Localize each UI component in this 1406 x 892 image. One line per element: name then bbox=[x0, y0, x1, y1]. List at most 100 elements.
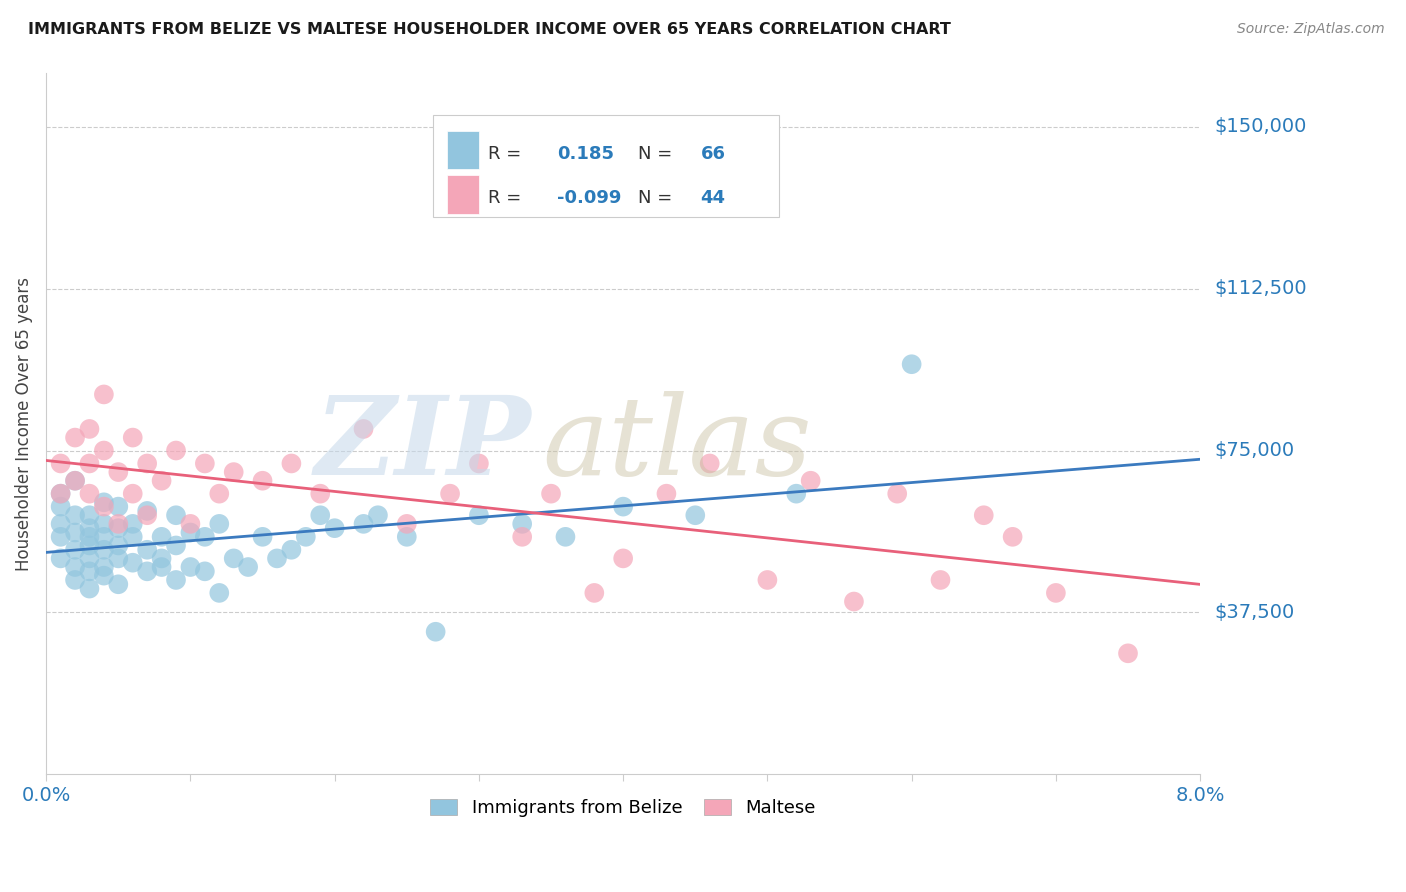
Point bbox=[150, 551, 173, 566]
Point bbox=[93, 568, 115, 582]
Text: 44: 44 bbox=[700, 189, 725, 208]
Point bbox=[685, 508, 707, 523]
Point bbox=[655, 486, 678, 500]
Point bbox=[353, 516, 375, 531]
Point bbox=[165, 573, 187, 587]
FancyBboxPatch shape bbox=[433, 115, 779, 217]
Point bbox=[540, 486, 562, 500]
Point bbox=[194, 530, 217, 544]
Point bbox=[93, 500, 115, 514]
Point bbox=[439, 486, 461, 500]
Point bbox=[165, 443, 187, 458]
Point bbox=[395, 530, 418, 544]
Point bbox=[63, 508, 86, 523]
FancyBboxPatch shape bbox=[447, 130, 479, 169]
Point bbox=[79, 457, 101, 471]
Legend: Immigrants from Belize, Maltese: Immigrants from Belize, Maltese bbox=[423, 792, 824, 825]
Y-axis label: Householder Income Over 65 years: Householder Income Over 65 years bbox=[15, 277, 32, 571]
Point bbox=[93, 560, 115, 574]
Text: -0.099: -0.099 bbox=[557, 189, 621, 208]
Point bbox=[510, 530, 533, 544]
Point bbox=[699, 457, 721, 471]
Point bbox=[121, 516, 143, 531]
Point bbox=[612, 500, 634, 514]
Point bbox=[107, 465, 129, 479]
Point bbox=[63, 573, 86, 587]
Point bbox=[510, 516, 533, 531]
Text: 66: 66 bbox=[700, 145, 725, 162]
Point bbox=[79, 538, 101, 552]
Point bbox=[1001, 530, 1024, 544]
Point bbox=[353, 422, 375, 436]
Point bbox=[63, 474, 86, 488]
Point bbox=[179, 560, 201, 574]
Point bbox=[280, 542, 302, 557]
Point bbox=[107, 500, 129, 514]
Point bbox=[49, 530, 72, 544]
Point bbox=[150, 560, 173, 574]
Point bbox=[323, 521, 346, 535]
Point bbox=[583, 586, 606, 600]
Point bbox=[136, 508, 159, 523]
Text: $150,000: $150,000 bbox=[1213, 118, 1306, 136]
Point bbox=[756, 573, 779, 587]
Point bbox=[800, 474, 823, 488]
Point bbox=[612, 551, 634, 566]
Point bbox=[49, 486, 72, 500]
Point bbox=[1045, 586, 1067, 600]
Point bbox=[79, 486, 101, 500]
Point bbox=[1116, 646, 1139, 660]
FancyBboxPatch shape bbox=[447, 175, 479, 214]
Point bbox=[468, 508, 491, 523]
Point bbox=[842, 594, 865, 608]
Text: N =: N = bbox=[638, 189, 672, 208]
Point bbox=[150, 474, 173, 488]
Point bbox=[280, 457, 302, 471]
Point bbox=[194, 565, 217, 579]
Text: atlas: atlas bbox=[543, 391, 813, 499]
Point bbox=[49, 457, 72, 471]
Point bbox=[252, 530, 274, 544]
Point bbox=[295, 530, 318, 544]
Point bbox=[79, 551, 101, 566]
Point bbox=[93, 542, 115, 557]
Point bbox=[309, 508, 332, 523]
Point bbox=[136, 565, 159, 579]
Point bbox=[222, 551, 245, 566]
Point bbox=[93, 516, 115, 531]
Point bbox=[165, 508, 187, 523]
Point bbox=[107, 516, 129, 531]
Point bbox=[150, 530, 173, 544]
Point bbox=[136, 504, 159, 518]
Point bbox=[49, 486, 72, 500]
Point bbox=[79, 521, 101, 535]
Text: 0.185: 0.185 bbox=[557, 145, 614, 162]
Point bbox=[886, 486, 908, 500]
Point bbox=[79, 565, 101, 579]
Point bbox=[395, 516, 418, 531]
Point bbox=[49, 551, 72, 566]
Point bbox=[107, 551, 129, 566]
Point bbox=[309, 486, 332, 500]
Point bbox=[468, 457, 491, 471]
Point bbox=[425, 624, 447, 639]
Point bbox=[93, 530, 115, 544]
Text: $112,500: $112,500 bbox=[1213, 279, 1306, 298]
Point bbox=[63, 431, 86, 445]
Point bbox=[79, 530, 101, 544]
Point bbox=[107, 521, 129, 535]
Point bbox=[63, 474, 86, 488]
Text: R =: R = bbox=[488, 189, 522, 208]
Point bbox=[79, 582, 101, 596]
Point bbox=[266, 551, 288, 566]
Point bbox=[208, 516, 231, 531]
Point bbox=[136, 542, 159, 557]
Point bbox=[136, 457, 159, 471]
Point bbox=[107, 538, 129, 552]
Point bbox=[900, 357, 922, 371]
Point bbox=[107, 577, 129, 591]
Point bbox=[973, 508, 995, 523]
Text: IMMIGRANTS FROM BELIZE VS MALTESE HOUSEHOLDER INCOME OVER 65 YEARS CORRELATION C: IMMIGRANTS FROM BELIZE VS MALTESE HOUSEH… bbox=[28, 22, 950, 37]
Point bbox=[49, 500, 72, 514]
Text: $75,000: $75,000 bbox=[1213, 441, 1294, 460]
